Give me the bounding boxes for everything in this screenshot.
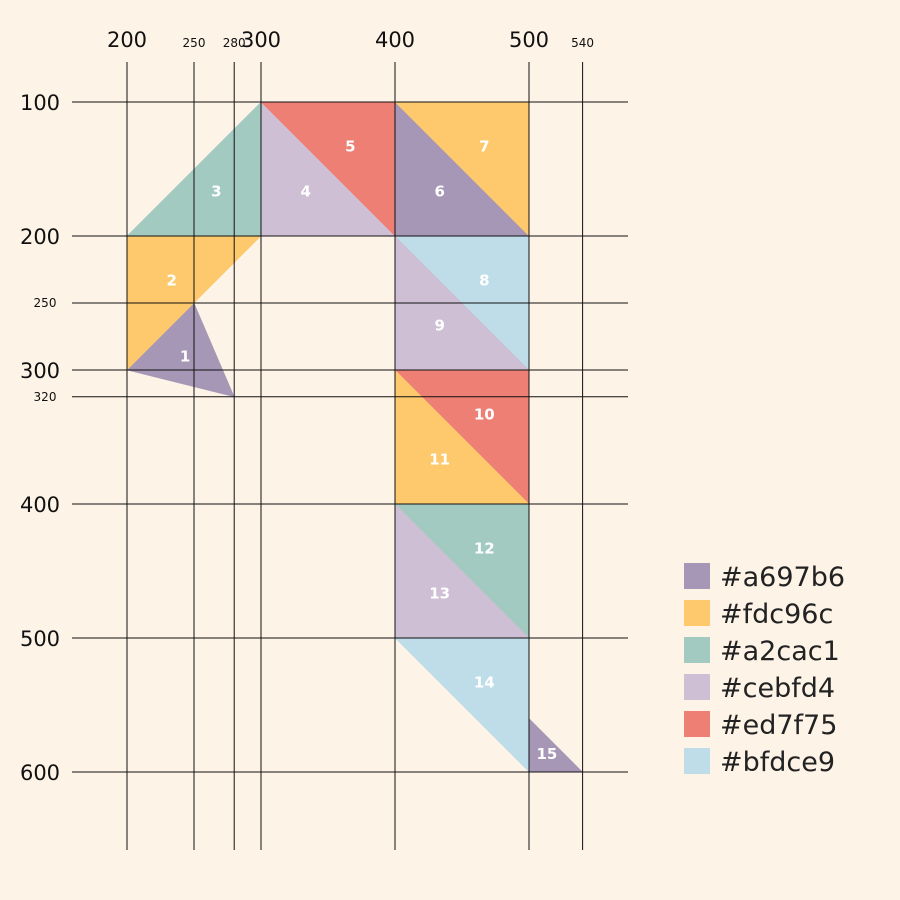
legend-swatch-5 [684,711,710,737]
y-tick-label-300: 300 [20,359,60,383]
triangle-label-15: 15 [536,745,557,763]
triangle-label-14: 14 [474,674,495,692]
triangle-label-12: 12 [474,540,495,558]
y-axis-ticks: 100 200 250 300 320 400 500 600 [20,91,60,785]
triangle-label-5: 5 [345,138,355,156]
x-tick-label-250: 250 [183,36,206,50]
triangle-label-9: 9 [434,316,444,334]
triangle-label-7: 7 [479,138,489,156]
triangle-label-10: 10 [474,406,495,424]
legend-label-5: #ed7f75 [720,710,837,741]
triangle-label-8: 8 [479,272,489,290]
legend-swatch-1 [684,563,710,589]
x-tick-label-400: 400 [375,28,415,52]
x-tick-label-280: 280 [223,36,246,50]
legend-label-6: #bfdce9 [720,747,835,778]
x-tick-label-540: 540 [571,36,594,50]
triangle-label-1: 1 [180,348,190,366]
triangle-label-11: 11 [429,450,450,468]
y-tick-label-500: 500 [20,627,60,651]
y-tick-label-320: 320 [34,390,57,404]
legend-swatch-6 [684,748,710,774]
x-tick-label-300: 300 [241,28,281,52]
triangle-label-4: 4 [300,182,310,200]
x-tick-label-200: 200 [107,28,147,52]
legend-swatch-2 [684,600,710,626]
legend-label-2: #fdc96c [720,599,833,630]
triangle-label-13: 13 [429,584,450,602]
legend-label-3: #a2cac1 [720,636,840,667]
legend-swatch-3 [684,637,710,663]
y-tick-label-100: 100 [20,91,60,115]
gridlines-layer [72,62,628,850]
triangle-label-3: 3 [211,182,221,200]
y-tick-label-600: 600 [20,761,60,785]
y-tick-label-250: 250 [34,296,57,310]
legend-label-4: #cebfd4 [720,673,835,704]
legend-label-1: #a697b6 [720,562,845,593]
triangle-label-2: 2 [166,272,176,290]
color-legend: #a697b6 #fdc96c #a2cac1 #cebfd4 #ed7f75 #bfdc… [684,562,845,778]
triangle-label-6: 6 [434,182,444,200]
legend-swatch-4 [684,674,710,700]
y-tick-label-400: 400 [20,493,60,517]
x-tick-label-500: 500 [509,28,549,52]
y-tick-label-200: 200 [20,225,60,249]
